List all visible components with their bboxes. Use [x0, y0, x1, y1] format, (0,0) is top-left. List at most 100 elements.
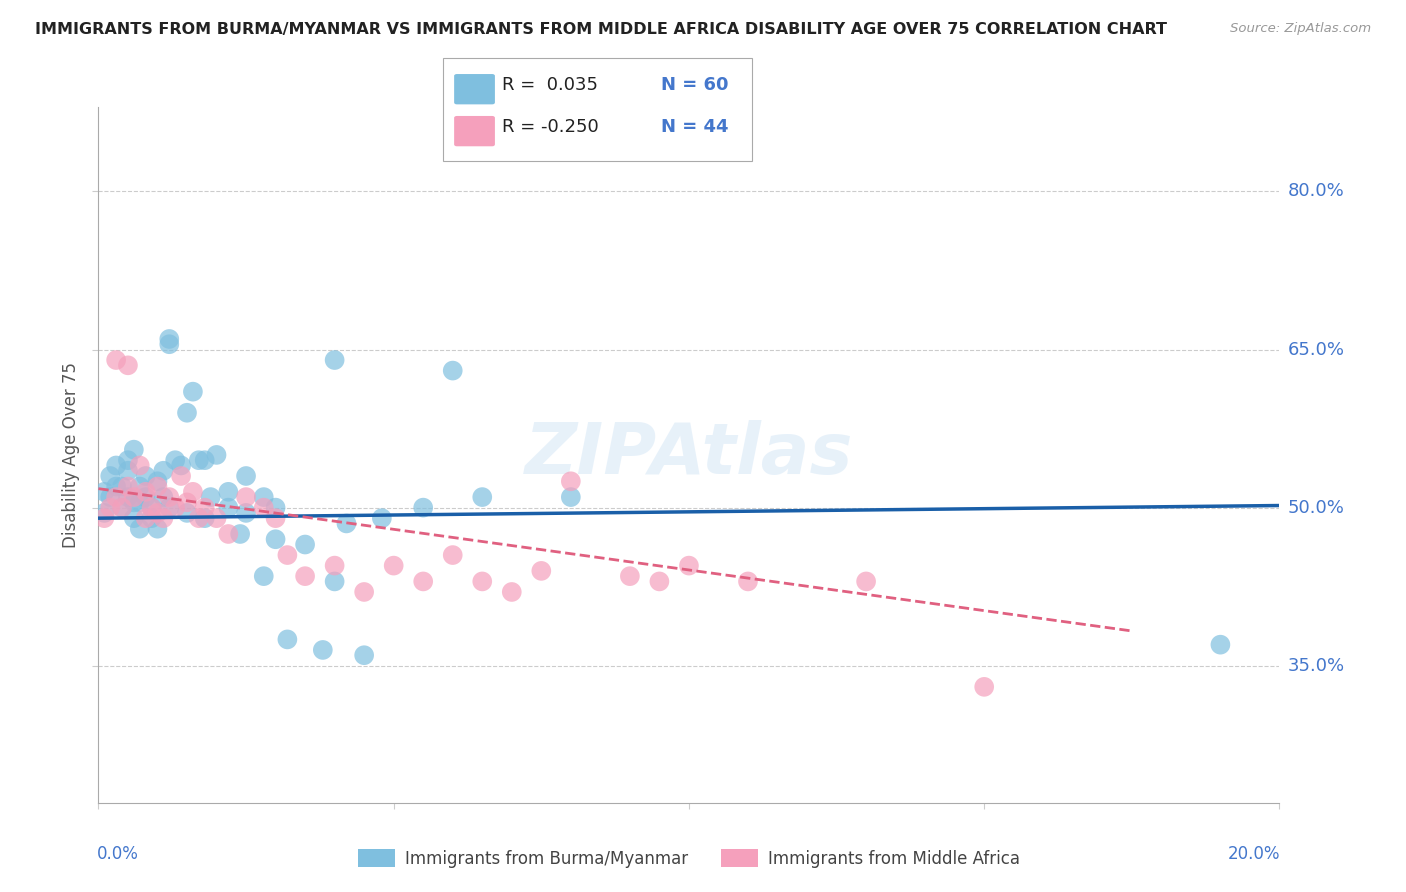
Text: Source: ZipAtlas.com: Source: ZipAtlas.com	[1230, 22, 1371, 36]
Point	[141, 511, 163, 525]
Point	[128, 522, 150, 536]
Point	[235, 490, 257, 504]
Point	[412, 500, 434, 515]
Point	[276, 632, 298, 647]
Text: N = 44: N = 44	[661, 118, 728, 136]
Point	[141, 500, 163, 515]
Point	[176, 506, 198, 520]
Point	[194, 511, 217, 525]
Point	[441, 548, 464, 562]
Point	[128, 495, 150, 509]
Point	[122, 490, 145, 504]
Point	[235, 469, 257, 483]
Point	[117, 479, 139, 493]
Point	[165, 453, 187, 467]
Point	[93, 484, 115, 499]
Point	[93, 506, 115, 520]
Point	[117, 464, 139, 478]
Point	[122, 442, 145, 457]
Point	[135, 511, 157, 525]
Point	[176, 406, 198, 420]
Point	[105, 490, 128, 504]
Point	[253, 569, 276, 583]
Point	[264, 500, 287, 515]
Point	[648, 574, 671, 589]
Text: 35.0%: 35.0%	[1288, 657, 1346, 674]
Point	[276, 548, 298, 562]
Point	[382, 558, 405, 573]
Point	[181, 484, 204, 499]
Point	[371, 511, 394, 525]
Point	[200, 490, 222, 504]
Point	[98, 500, 121, 515]
Point	[157, 337, 180, 351]
Point	[187, 511, 209, 525]
Text: R =  0.035: R = 0.035	[502, 76, 598, 94]
Point	[312, 643, 335, 657]
Point	[217, 527, 239, 541]
Point	[135, 490, 157, 504]
Point	[152, 490, 174, 504]
Point	[973, 680, 995, 694]
Point	[111, 479, 134, 493]
Point	[122, 495, 145, 509]
Text: 20.0%: 20.0%	[1229, 845, 1281, 863]
Point	[264, 511, 287, 525]
Point	[117, 359, 139, 373]
Text: IMMIGRANTS FROM BURMA/MYANMAR VS IMMIGRANTS FROM MIDDLE AFRICA DISABILITY AGE OV: IMMIGRANTS FROM BURMA/MYANMAR VS IMMIGRA…	[35, 22, 1167, 37]
Point	[235, 506, 257, 520]
Point	[1209, 638, 1232, 652]
Point	[128, 458, 150, 473]
Point	[98, 490, 121, 504]
Text: 50.0%: 50.0%	[1288, 499, 1344, 516]
Point	[141, 500, 163, 515]
Point	[855, 574, 877, 589]
Point	[294, 537, 316, 551]
Point	[135, 484, 157, 499]
Text: 65.0%: 65.0%	[1288, 341, 1344, 359]
Point	[146, 475, 169, 489]
Point	[560, 475, 582, 489]
Point	[501, 585, 523, 599]
Point	[471, 490, 494, 504]
Point	[105, 479, 128, 493]
Point	[530, 564, 553, 578]
Point	[217, 484, 239, 499]
Point	[194, 453, 217, 467]
Point	[157, 332, 180, 346]
Point	[205, 448, 228, 462]
Point	[205, 511, 228, 525]
Point	[335, 516, 357, 531]
Y-axis label: Disability Age Over 75: Disability Age Over 75	[62, 362, 80, 548]
Point	[105, 353, 128, 368]
Point	[217, 500, 239, 515]
Point	[323, 353, 346, 368]
Point	[122, 511, 145, 525]
Point	[170, 469, 193, 483]
Point	[165, 500, 187, 515]
Point	[181, 384, 204, 399]
Point	[157, 500, 180, 515]
Point	[152, 511, 174, 525]
Point	[146, 506, 169, 520]
Point	[117, 490, 139, 504]
Point	[152, 464, 174, 478]
Point	[560, 490, 582, 504]
Point	[111, 500, 134, 515]
Point	[264, 533, 287, 547]
Point	[146, 479, 169, 493]
Point	[146, 522, 169, 536]
Point	[353, 585, 375, 599]
Point	[170, 458, 193, 473]
Point	[98, 469, 121, 483]
Text: R = -0.250: R = -0.250	[502, 118, 599, 136]
Point	[323, 558, 346, 573]
Point	[441, 363, 464, 377]
Point	[471, 574, 494, 589]
Point	[117, 453, 139, 467]
Point	[253, 490, 276, 504]
Point	[737, 574, 759, 589]
Point	[253, 500, 276, 515]
Point	[229, 527, 252, 541]
Text: ZIPAtlas: ZIPAtlas	[524, 420, 853, 490]
